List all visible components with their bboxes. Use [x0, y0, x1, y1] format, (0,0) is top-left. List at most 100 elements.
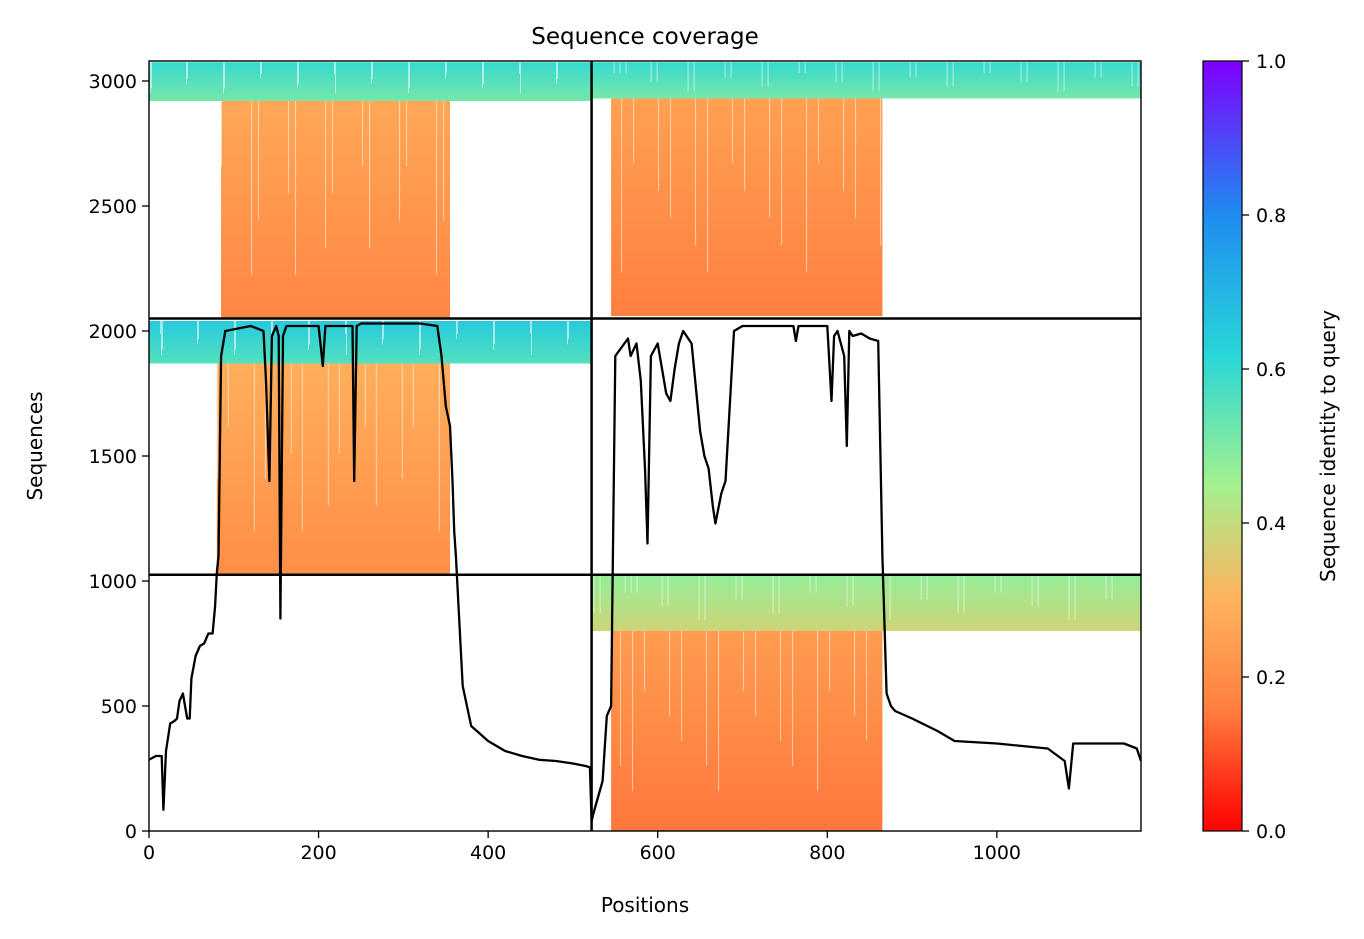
y-tick-label: 2500	[89, 196, 137, 218]
alignment-gap	[804, 62, 806, 74]
alignment-gap	[707, 98, 709, 273]
colorbar-tick-label: 0.2	[1256, 667, 1286, 689]
alignment-gap	[743, 631, 745, 691]
alignment-gap	[438, 363, 440, 532]
alignment-gap	[260, 62, 261, 79]
alignment-gap	[693, 62, 695, 92]
alignment-gap	[724, 62, 726, 78]
alignment-gap	[732, 98, 734, 164]
alignment-gap	[946, 62, 948, 87]
y-tick-label: 2000	[89, 321, 137, 343]
alignment-gap	[456, 321, 457, 340]
alignment-gap	[1031, 576, 1033, 607]
alignment-gap	[636, 576, 638, 593]
coverage-segment	[221, 101, 450, 319]
alignment-gap	[829, 631, 831, 691]
alignment-gap	[371, 62, 372, 84]
coverage-segment	[611, 98, 883, 316]
colorbar-label: Sequence identity to query	[1316, 310, 1340, 582]
coverage-block	[591, 576, 1141, 831]
alignment-gap	[1137, 62, 1139, 87]
alignment-gap	[835, 62, 837, 83]
x-axis-ticks: 0 200 400 600 800 1000	[143, 831, 1021, 864]
alignment-gap	[216, 363, 218, 479]
alignment-gap	[619, 62, 621, 74]
alignment-gap	[625, 62, 627, 74]
alignment-gap	[235, 321, 236, 350]
alignment-gap	[920, 576, 922, 600]
alignment-gap	[698, 576, 700, 620]
colorbar-tick-label: 1.0	[1256, 51, 1286, 73]
alignment-gap	[1063, 62, 1065, 92]
alignment-gap	[963, 576, 965, 614]
alignment-gap	[769, 98, 771, 219]
alignment-gap	[369, 101, 371, 248]
alignment-gap	[150, 62, 151, 94]
alignment-gap	[613, 62, 615, 74]
alignment-gap	[531, 321, 532, 355]
alignment-gap	[332, 101, 334, 194]
alignment-gap	[1000, 576, 1002, 593]
alignment-gap	[399, 101, 401, 221]
alignment-gap	[778, 576, 780, 614]
alignment-gap	[854, 631, 856, 716]
alignment-gap	[346, 321, 347, 355]
alignment-gap	[406, 101, 408, 167]
alignment-gap	[301, 363, 303, 532]
alignment-gap	[494, 321, 495, 345]
alignment-gap	[1074, 576, 1076, 620]
alignment-gap	[1105, 576, 1107, 600]
coverage-blocks	[149, 62, 1141, 831]
alignment-gap	[983, 62, 985, 74]
alignment-gap	[866, 631, 868, 741]
alignment-gap	[482, 62, 483, 89]
alignment-gap	[251, 101, 253, 275]
y-tick-label: 1500	[89, 446, 137, 468]
alignment-gap	[436, 101, 438, 275]
alignment-gap	[187, 62, 188, 79]
plot-area	[149, 61, 1141, 831]
alignment-gap	[308, 321, 309, 350]
alignment-gap	[288, 101, 290, 194]
x-tick-label: 200	[300, 842, 336, 864]
alignment-gap	[926, 576, 928, 600]
alignment-gap	[151, 62, 152, 89]
alignment-gap	[457, 321, 458, 334]
alignment-gap	[1026, 62, 1028, 83]
x-tick-label: 0	[143, 842, 155, 864]
alignment-gap	[755, 631, 757, 716]
alignment-gap	[338, 363, 340, 453]
alignment-gap	[915, 62, 917, 78]
alignment-gap	[445, 62, 446, 79]
alignment-gap	[409, 62, 410, 89]
alignment-gap	[621, 98, 623, 273]
x-axis-label: Positions	[601, 893, 689, 917]
alignment-gap	[704, 576, 706, 620]
alignment-gap	[520, 62, 521, 94]
alignment-gap	[681, 631, 683, 741]
alignment-gap	[197, 321, 198, 345]
alignment-gap	[223, 62, 224, 94]
alignment-gap	[620, 631, 622, 766]
alignment-gap	[741, 576, 743, 600]
x-tick-label: 600	[640, 842, 676, 864]
coverage-segment	[591, 576, 1141, 631]
alignment-gap	[593, 576, 595, 614]
alignment-gap	[880, 98, 882, 246]
alignment-gap	[994, 576, 996, 593]
alignment-gap	[644, 631, 646, 691]
y-axis-ticks: 0 500 1000 1500 2000 2500 3000	[89, 71, 149, 843]
alignment-gap	[568, 321, 569, 340]
alignment-gap	[327, 363, 329, 506]
alignment-gap	[297, 62, 298, 89]
coverage-segment	[149, 321, 592, 364]
colorbar: 0.0 0.2 0.4 0.6 0.8 1.0 Sequence identity to …	[1202, 51, 1340, 843]
alignment-gap	[1068, 576, 1070, 620]
alignment-gap	[1100, 62, 1102, 78]
alignment-gap	[383, 321, 384, 340]
block-dividers	[149, 61, 1141, 831]
alignment-gap	[772, 576, 774, 614]
alignment-gap	[656, 62, 658, 83]
colorbar-ticks: 0.0 0.2 0.4 0.6 0.8 1.0	[1242, 51, 1286, 843]
alignment-gap	[186, 62, 187, 84]
